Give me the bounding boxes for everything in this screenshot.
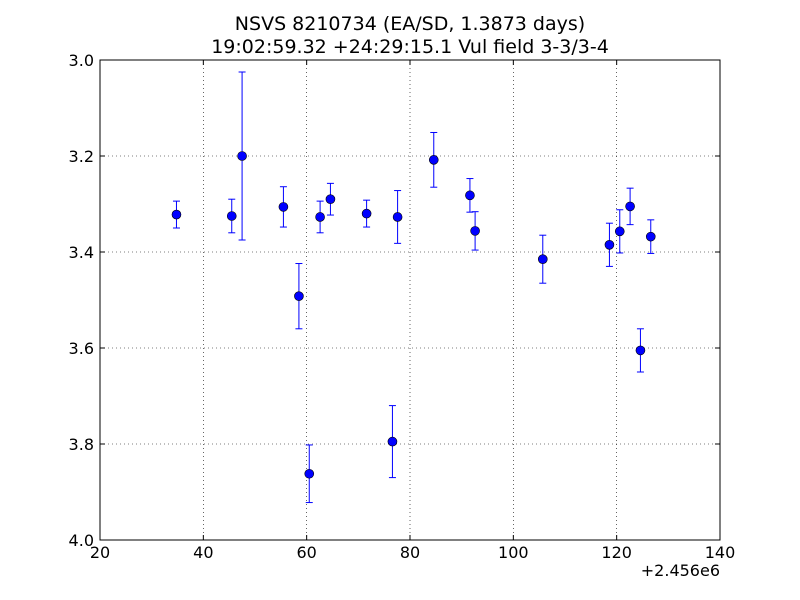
point-marker [625,201,635,212]
data-point [428,131,439,188]
x-tick-label: 120 [601,543,632,562]
y-tick-label: 3.2 [69,147,94,166]
data-point [604,222,615,267]
point-marker [294,291,304,301]
data-points [171,71,656,504]
data-point [226,198,237,234]
point-marker [645,231,656,242]
y-tick-label: 3.0 [69,51,94,70]
point-marker [635,345,646,356]
y-tick-label: 3.4 [69,243,94,262]
data-point [315,200,325,234]
x-tick-label: 140 [705,543,736,562]
data-point [392,190,403,244]
point-marker [614,226,625,237]
data-point [470,211,480,251]
point-marker [470,226,480,236]
chart-title-line-2: 19:02:59.32 +24:29:15.1 Vul field 3-3/3-… [211,36,609,58]
point-marker [315,212,325,222]
point-marker [392,212,403,222]
data-point [635,328,646,373]
point-marker [171,209,182,220]
point-marker [278,202,289,212]
point-marker [387,436,398,447]
x-tick-label: 100 [498,543,529,562]
point-marker [361,208,372,219]
y-tick-label: 3.8 [69,435,94,454]
data-point [625,187,635,226]
grid [100,60,720,540]
data-point [537,234,548,284]
x-tick-label: 40 [193,543,213,562]
y-tick-label: 4.0 [69,531,94,550]
data-point [171,200,182,229]
point-marker [604,240,615,250]
x-tick-label: 80 [400,543,420,562]
chart-title-line-1: NSVS 8210734 (EA/SD, 1.3873 days) [235,13,585,35]
data-point [278,186,289,228]
data-point [361,199,372,228]
point-marker [237,151,247,161]
data-point [294,263,304,330]
data-point [645,219,656,254]
data-point [304,444,315,504]
point-marker [537,254,548,265]
y-tick-label: 3.6 [69,339,94,358]
point-marker [226,211,237,221]
data-point [614,209,625,254]
x-tick-label: 20 [90,543,110,562]
data-point [387,405,398,479]
x-tick-label: 60 [296,543,316,562]
point-marker [325,194,336,204]
axis-ticks: 20 40 60 80 100 120 140 3.0 3.2 3.4 3.6 3.8 4.0 [69,51,736,562]
data-point [237,71,247,241]
point-marker [465,190,475,201]
point-marker [428,155,439,165]
point-marker [304,468,315,479]
data-point [465,178,475,213]
data-point [325,182,336,216]
x-axis-offset-label: +2.456e6 [641,561,720,580]
